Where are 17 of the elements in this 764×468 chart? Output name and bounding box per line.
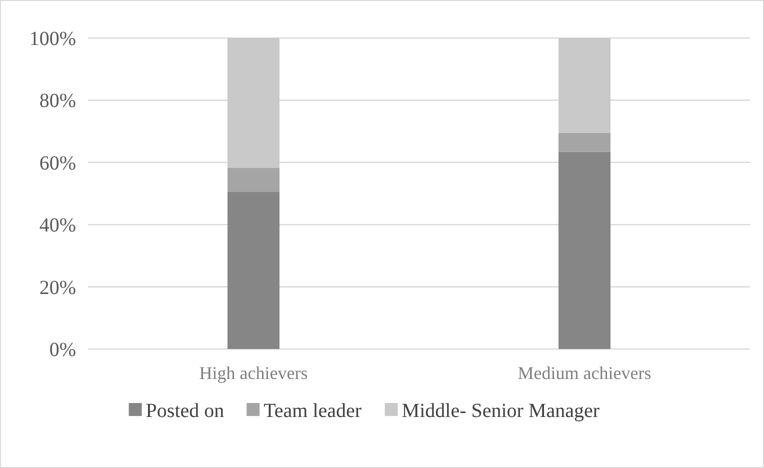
bar bbox=[558, 38, 610, 133]
legend-label: Team leader bbox=[264, 400, 362, 422]
bar bbox=[228, 38, 280, 168]
legend-label: Posted on bbox=[146, 400, 224, 422]
bar bbox=[228, 168, 280, 192]
x-tick-label: High achievers bbox=[199, 363, 308, 383]
y-tick-label: 100% bbox=[29, 28, 76, 50]
y-tick-label: 80% bbox=[39, 90, 76, 112]
legend-label: Middle- Senior Manager bbox=[402, 400, 600, 422]
y-tick-label: 40% bbox=[39, 214, 76, 237]
bar bbox=[228, 192, 280, 349]
x-tick-label: Medium achievers bbox=[518, 363, 652, 383]
bar bbox=[558, 152, 610, 349]
y-tick-label: 20% bbox=[39, 276, 76, 299]
y-tick-label: 0% bbox=[49, 339, 76, 361]
y-tick-label: 60% bbox=[39, 152, 76, 174]
bar bbox=[558, 132, 610, 152]
